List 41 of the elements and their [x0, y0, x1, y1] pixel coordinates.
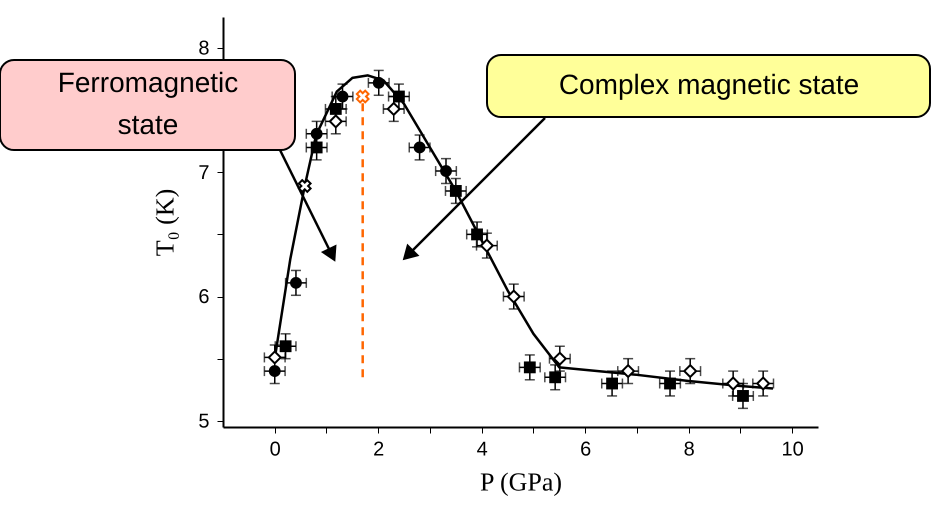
y-tick-label: 7 [198, 162, 210, 184]
x-tick-label: 6 [580, 438, 592, 460]
point [450, 185, 462, 197]
point [268, 350, 282, 364]
point [606, 378, 618, 390]
point [372, 76, 385, 89]
point [392, 90, 405, 102]
x-tick-label: 4 [476, 438, 488, 460]
point [440, 165, 452, 177]
x-axis-title: P (GPa) [480, 468, 562, 496]
x-tick-label: 8 [684, 438, 695, 460]
point [664, 378, 676, 390]
point [549, 371, 562, 384]
annotation: Ferromagnetic state [58, 67, 238, 140]
point [737, 390, 749, 402]
point [290, 276, 302, 289]
point [280, 340, 292, 352]
y-tick-label: 5 [198, 410, 210, 432]
annotation: Complex magnetic state [558, 69, 860, 100]
y-tick-label: 8 [198, 38, 210, 60]
point [356, 90, 370, 104]
point [310, 142, 323, 154]
x-tick-label: 0 [270, 438, 281, 460]
point [336, 90, 348, 102]
point [480, 238, 494, 253]
point [386, 102, 401, 116]
point [756, 376, 770, 390]
x-tick-label: 10 [782, 438, 804, 460]
point [726, 376, 740, 390]
point [621, 364, 636, 378]
point [298, 179, 312, 193]
point [683, 364, 698, 378]
point [552, 352, 567, 366]
point [471, 228, 483, 240]
point [524, 361, 536, 374]
point [506, 290, 521, 304]
x-tick-label: 2 [373, 438, 384, 460]
point [414, 142, 426, 154]
y-axis-title: T₀ (K) [150, 188, 180, 256]
y-tick-label: 6 [198, 286, 210, 308]
point [328, 114, 343, 128]
